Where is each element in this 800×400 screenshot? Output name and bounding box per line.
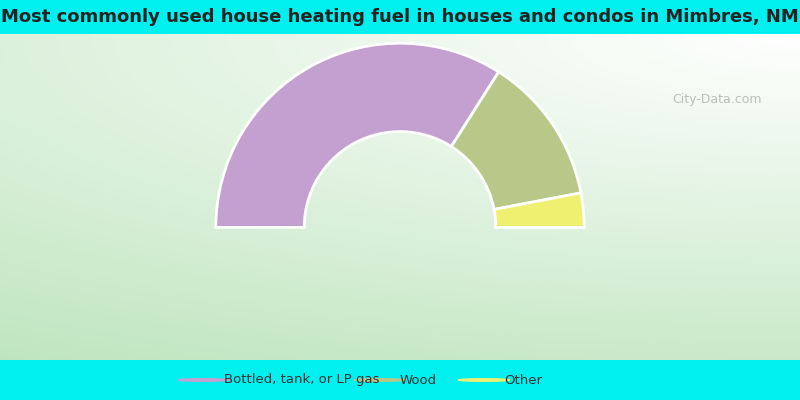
Text: Wood: Wood [400, 374, 437, 386]
Wedge shape [451, 72, 581, 210]
Wedge shape [494, 193, 584, 227]
Text: Other: Other [504, 374, 542, 386]
Wedge shape [216, 43, 498, 227]
Text: City-Data.com: City-Data.com [672, 93, 762, 106]
Circle shape [178, 379, 230, 381]
Text: Bottled, tank, or LP gas: Bottled, tank, or LP gas [224, 374, 379, 386]
Circle shape [354, 379, 406, 381]
Circle shape [458, 379, 510, 381]
Text: Most commonly used house heating fuel in houses and condos in Mimbres, NM: Most commonly used house heating fuel in… [1, 8, 799, 26]
